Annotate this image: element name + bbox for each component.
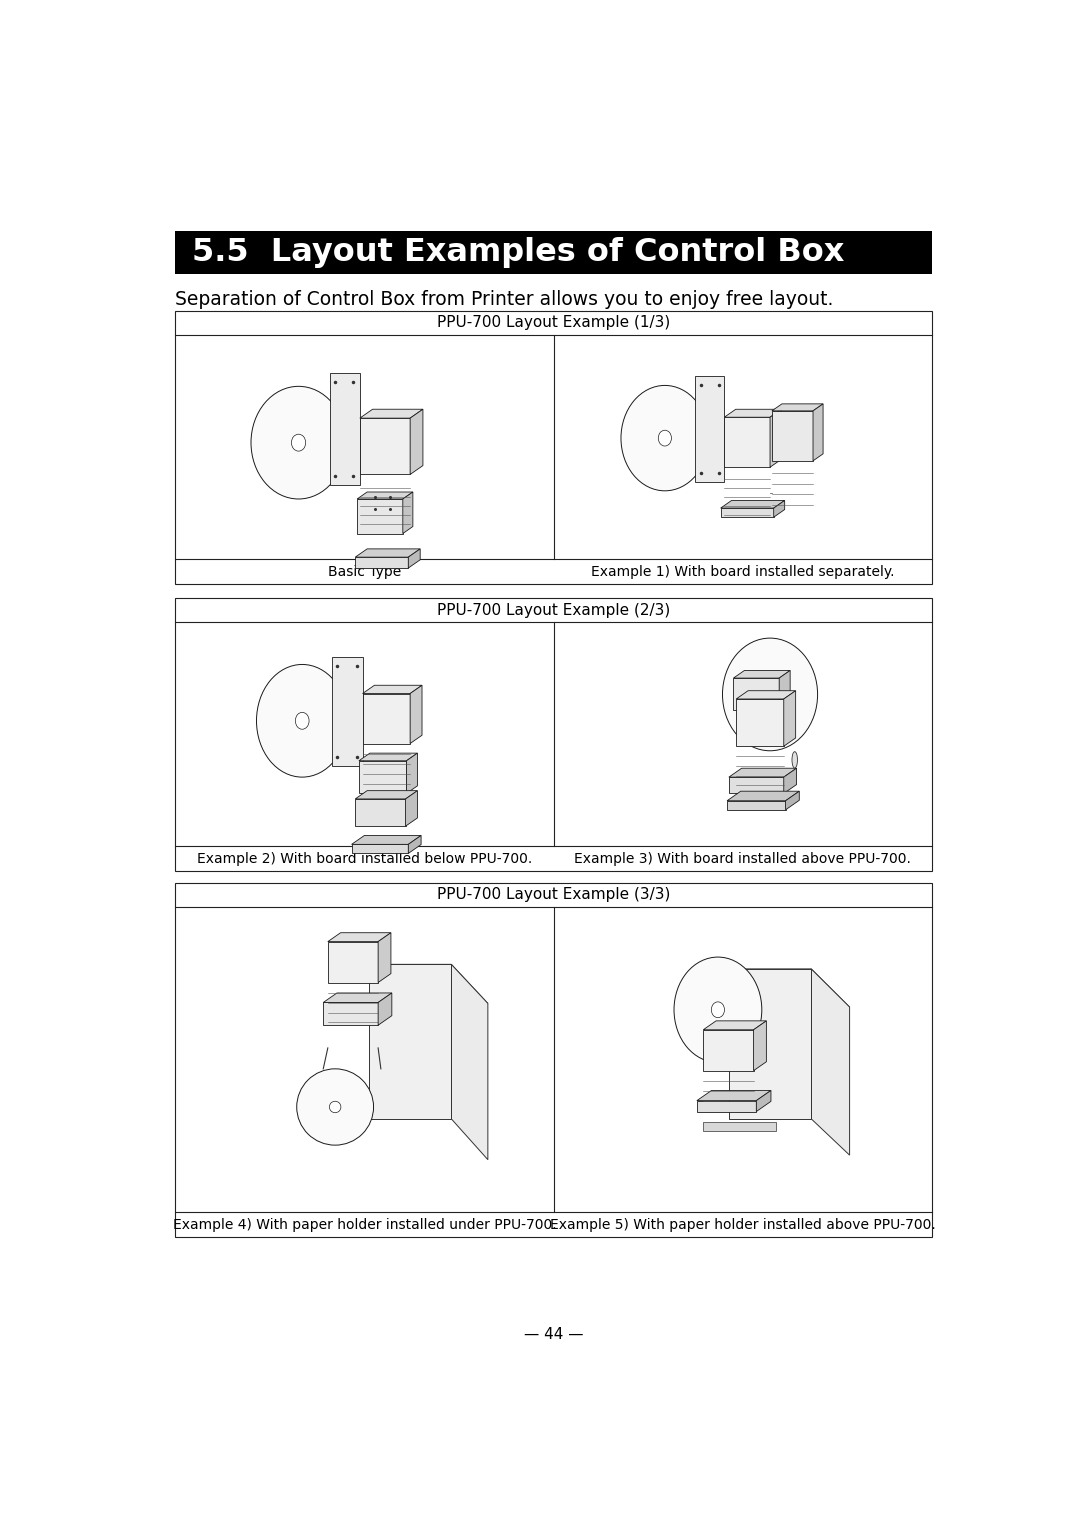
Polygon shape <box>720 500 785 508</box>
Ellipse shape <box>792 752 797 768</box>
Ellipse shape <box>295 713 309 729</box>
Polygon shape <box>355 549 420 557</box>
Polygon shape <box>408 549 420 569</box>
Polygon shape <box>363 694 410 743</box>
Polygon shape <box>770 410 782 468</box>
Text: Example 5) With paper holder installed above PPU-700.: Example 5) With paper holder installed a… <box>550 1217 935 1231</box>
Polygon shape <box>725 417 770 468</box>
Bar <box>175 598 932 872</box>
Ellipse shape <box>762 687 778 703</box>
Polygon shape <box>378 992 392 1026</box>
Text: — 44 —: — 44 — <box>524 1327 583 1342</box>
Ellipse shape <box>723 638 818 751</box>
Text: PPU-700 Layout Example (2/3): PPU-700 Layout Example (2/3) <box>437 602 670 618</box>
Polygon shape <box>754 1021 767 1070</box>
Polygon shape <box>729 768 797 777</box>
Polygon shape <box>727 801 785 810</box>
Polygon shape <box>359 754 418 761</box>
Polygon shape <box>756 1090 771 1112</box>
Polygon shape <box>410 685 422 743</box>
Polygon shape <box>378 933 391 983</box>
Polygon shape <box>329 373 360 485</box>
Text: Separation of Control Box from Printer allows you to enjoy free layout.: Separation of Control Box from Printer a… <box>175 289 834 309</box>
Polygon shape <box>773 500 785 517</box>
Text: Example 1) With board installed separately.: Example 1) With board installed separate… <box>591 564 894 578</box>
Text: Example 2) With board installed below PPU-700.: Example 2) With board installed below PP… <box>197 852 532 865</box>
Polygon shape <box>369 965 488 1003</box>
Polygon shape <box>328 942 378 983</box>
Polygon shape <box>703 1029 754 1070</box>
Text: PPU-700 Layout Example (1/3): PPU-700 Layout Example (1/3) <box>437 315 670 330</box>
Polygon shape <box>328 933 391 942</box>
Bar <box>175 231 932 274</box>
Polygon shape <box>725 410 782 417</box>
Polygon shape <box>369 965 451 1119</box>
Text: 5.5  Layout Examples of Control Box: 5.5 Layout Examples of Control Box <box>192 237 845 268</box>
Bar <box>175 310 932 584</box>
Polygon shape <box>323 1003 378 1026</box>
Polygon shape <box>729 777 784 794</box>
Polygon shape <box>333 657 363 766</box>
Polygon shape <box>408 835 421 853</box>
Polygon shape <box>406 790 418 826</box>
Polygon shape <box>813 404 823 460</box>
Ellipse shape <box>251 387 346 498</box>
Text: Basic Type: Basic Type <box>327 564 401 578</box>
Ellipse shape <box>712 1001 725 1018</box>
Bar <box>175 882 932 1237</box>
Polygon shape <box>703 1021 767 1029</box>
Polygon shape <box>697 1101 756 1112</box>
Polygon shape <box>360 417 410 474</box>
Ellipse shape <box>297 1069 374 1145</box>
Polygon shape <box>727 790 799 801</box>
Polygon shape <box>784 768 797 794</box>
Ellipse shape <box>329 1101 341 1113</box>
Polygon shape <box>811 969 850 1154</box>
Polygon shape <box>357 492 413 498</box>
Polygon shape <box>352 835 421 844</box>
Polygon shape <box>355 557 408 569</box>
Polygon shape <box>352 844 408 853</box>
Polygon shape <box>360 410 423 417</box>
Polygon shape <box>737 699 784 746</box>
Polygon shape <box>403 492 413 534</box>
Polygon shape <box>784 691 796 746</box>
Polygon shape <box>696 376 725 482</box>
Polygon shape <box>733 670 791 677</box>
Polygon shape <box>355 790 418 800</box>
Polygon shape <box>729 969 811 1119</box>
Polygon shape <box>363 685 422 694</box>
Ellipse shape <box>621 385 708 491</box>
Text: Example 3) With board installed above PPU-700.: Example 3) With board installed above PP… <box>575 852 912 865</box>
Text: PPU-700 Layout Example (3/3): PPU-700 Layout Example (3/3) <box>436 887 671 902</box>
Ellipse shape <box>674 957 761 1063</box>
Polygon shape <box>772 404 823 411</box>
Polygon shape <box>323 992 392 1003</box>
Ellipse shape <box>659 430 672 446</box>
Polygon shape <box>355 800 406 826</box>
Polygon shape <box>772 411 813 460</box>
Polygon shape <box>406 754 418 794</box>
Polygon shape <box>451 965 488 1159</box>
Polygon shape <box>720 508 773 517</box>
Polygon shape <box>697 1090 771 1101</box>
Ellipse shape <box>256 665 348 777</box>
Text: Example 4) With paper holder installed under PPU-700.: Example 4) With paper holder installed u… <box>173 1217 556 1231</box>
Polygon shape <box>703 1122 777 1130</box>
Polygon shape <box>779 670 791 709</box>
Polygon shape <box>359 761 406 794</box>
Polygon shape <box>357 498 403 534</box>
Ellipse shape <box>292 434 306 451</box>
Polygon shape <box>729 969 850 1008</box>
Polygon shape <box>410 410 423 474</box>
Polygon shape <box>737 691 796 699</box>
Polygon shape <box>733 677 779 709</box>
Polygon shape <box>785 790 799 810</box>
